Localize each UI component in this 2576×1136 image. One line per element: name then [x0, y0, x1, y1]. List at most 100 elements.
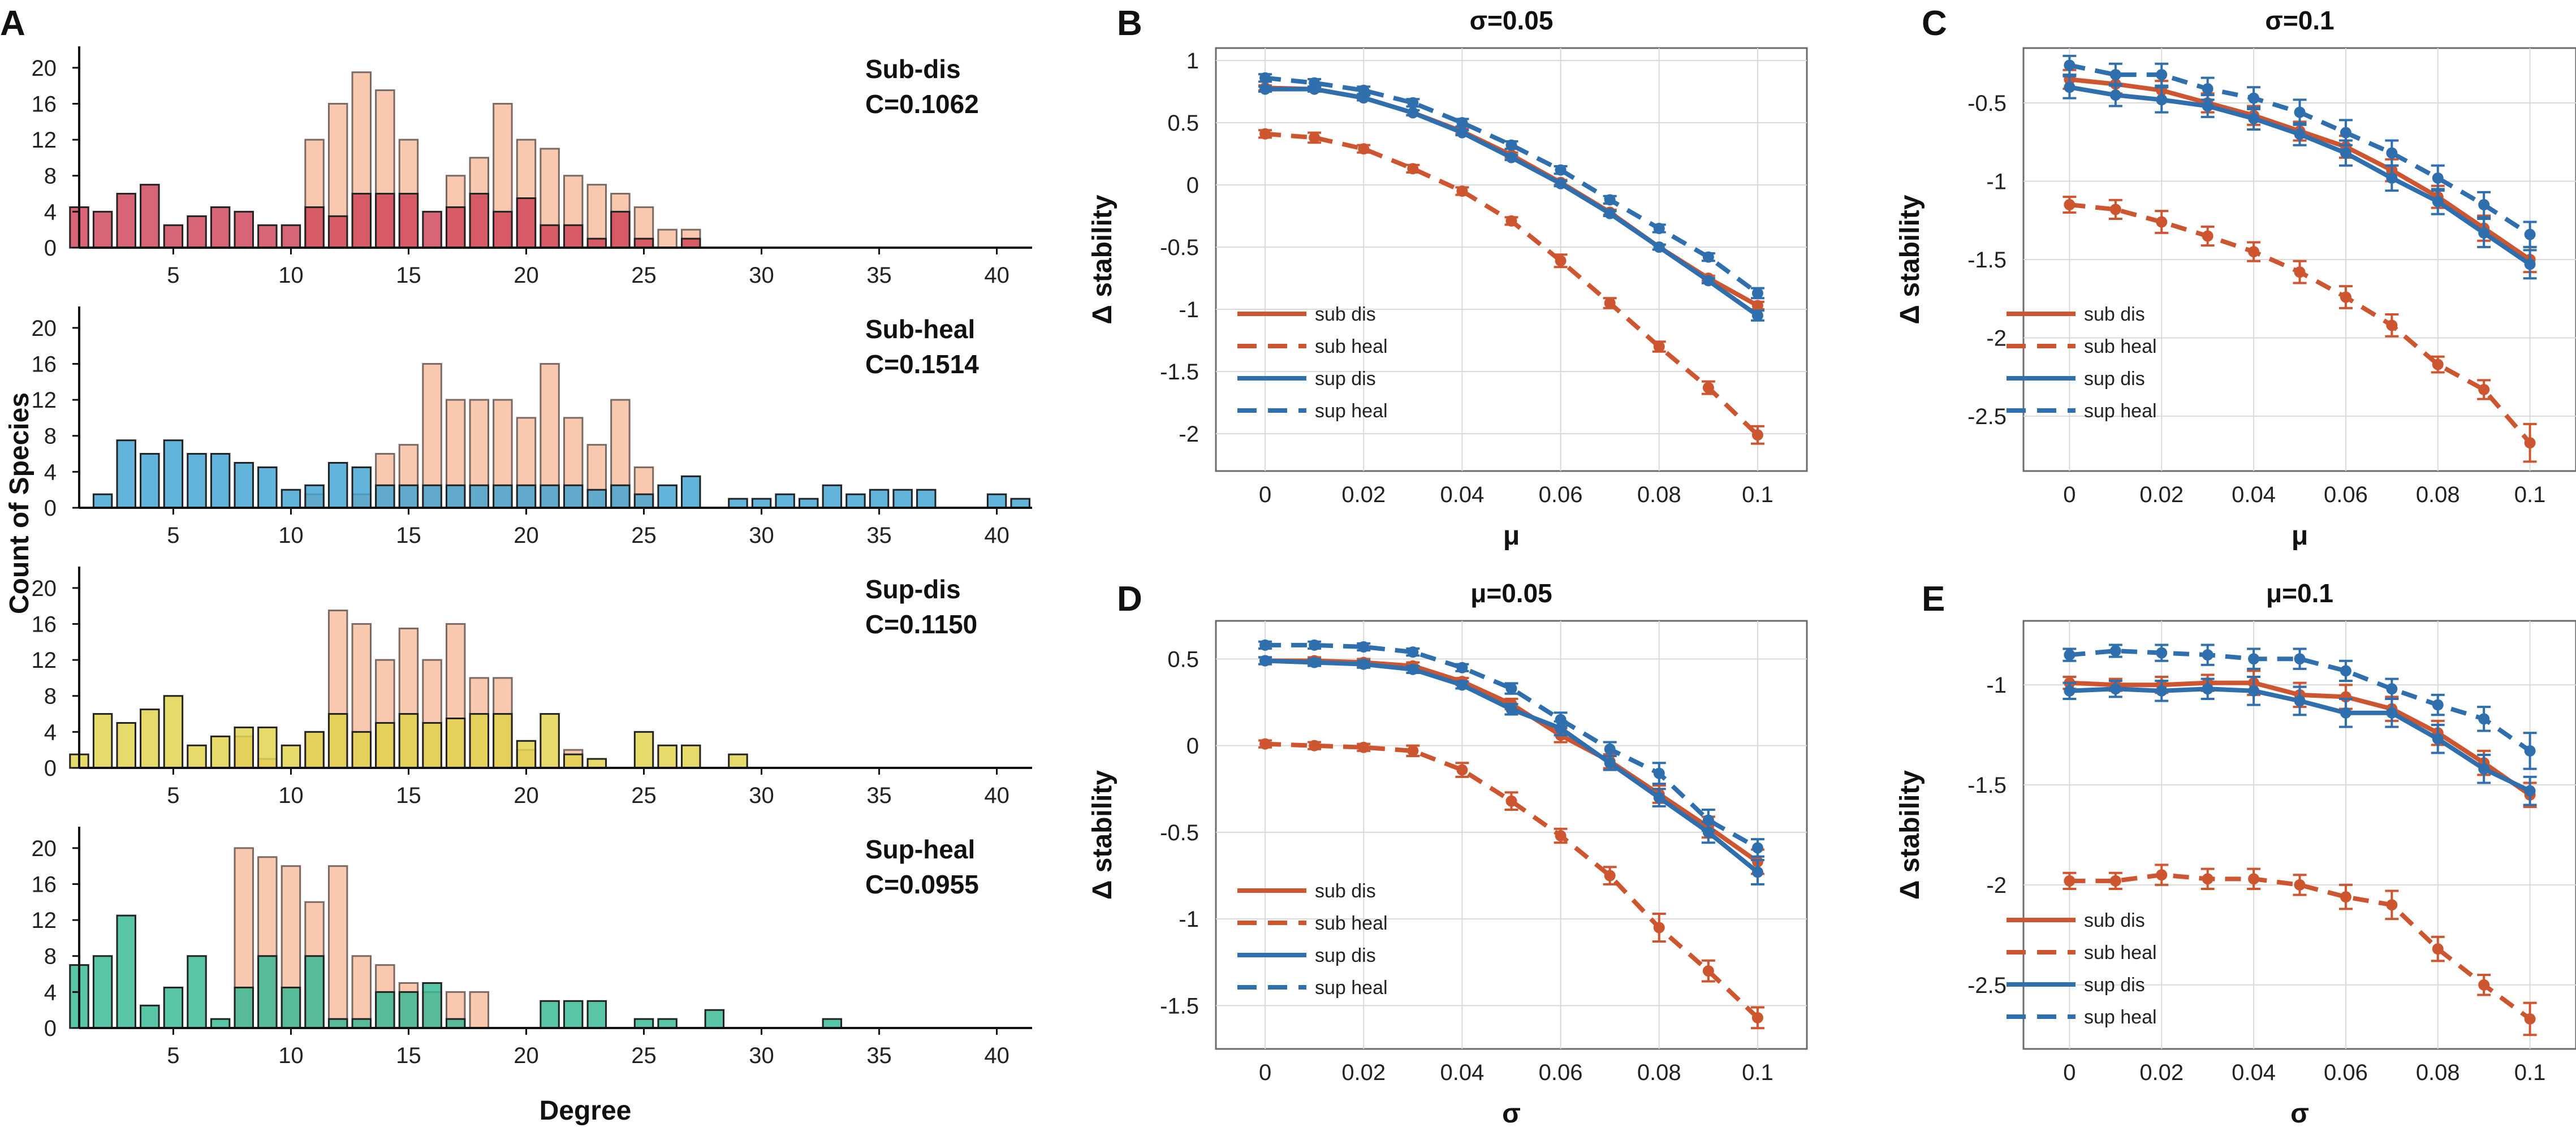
legend-label: sup dis — [1315, 368, 1376, 390]
x-axis-label: σ — [1502, 1099, 1521, 1129]
legend-label: sup dis — [2084, 368, 2145, 390]
x-axis-label: σ — [2290, 1099, 2309, 1129]
data-point — [1555, 164, 1567, 176]
data-bar — [986, 493, 1007, 509]
data-point — [1309, 132, 1321, 144]
overlay-bar — [469, 991, 490, 1029]
data-point — [1751, 842, 1763, 854]
data-bar — [586, 758, 607, 769]
data-point — [2109, 875, 2121, 887]
data-bar — [187, 453, 207, 509]
x-tick-label: 40 — [984, 1043, 1009, 1068]
data-point — [2156, 647, 2168, 659]
histogram-x-axis-label: Degree — [540, 1096, 632, 1126]
data-bar — [563, 1000, 584, 1029]
data-bar — [751, 498, 772, 509]
data-bar — [869, 489, 890, 509]
x-tick-label: 10 — [278, 783, 304, 808]
x-tick-label: 15 — [396, 783, 421, 808]
histogram-title: Sub-heal — [865, 314, 975, 344]
y-tick-label: 1 — [1186, 49, 1199, 74]
series-line-sup-heal — [2069, 649, 2531, 753]
data-point — [2294, 128, 2306, 140]
data-point — [1358, 641, 1370, 653]
x-tick-label: 0 — [2063, 1060, 2076, 1085]
y-tick-label: 0 — [44, 496, 57, 521]
data-point — [1653, 341, 1665, 352]
data-point — [2524, 228, 2536, 240]
data-point — [1604, 743, 1616, 755]
data-point — [1653, 792, 1665, 804]
data-bar — [445, 718, 466, 769]
data-point — [1456, 185, 1468, 197]
data-bar — [775, 493, 795, 509]
data-bar — [493, 713, 513, 769]
data-point — [1653, 241, 1665, 253]
data-bar — [210, 1018, 231, 1029]
data-bar — [540, 224, 560, 249]
y-tick-label: -1 — [1986, 169, 2007, 194]
data-point — [1702, 382, 1714, 394]
line-chart-panel-e: 0 0.02 0.04 0.06 0.08 0.1 -1 -1.5 -2 -2.5 sub dis s… — [1895, 578, 2576, 1129]
legend-label: sub dis — [1315, 304, 1376, 325]
data-point — [1751, 287, 1763, 299]
y-tick-label: -1.5 — [1160, 994, 1199, 1018]
data-bar — [633, 493, 654, 509]
data-point — [1604, 297, 1616, 309]
x-tick-label: 40 — [984, 523, 1009, 548]
data-bar — [92, 713, 113, 769]
data-bar — [92, 955, 113, 1029]
data-bar — [704, 1009, 725, 1029]
data-bar — [163, 224, 184, 249]
data-bar — [140, 1004, 160, 1029]
x-tick-label: 15 — [396, 523, 421, 548]
overlay-bar — [327, 865, 348, 1029]
x-axis-label: μ — [2292, 521, 2308, 551]
data-bar — [540, 1000, 560, 1029]
line-chart-panel-b: 0 0.02 0.04 0.06 0.08 0.1 1 0.5 0 -0.5 -1 -1.5 -2 sub… — [1088, 6, 1808, 551]
data-point — [2478, 713, 2490, 725]
data-point — [2432, 172, 2444, 184]
data-bar — [234, 210, 254, 249]
data-point — [2202, 683, 2213, 695]
x-tick-label: 5 — [167, 263, 179, 288]
data-point — [1309, 77, 1321, 89]
data-bar — [633, 1018, 654, 1029]
data-point — [1309, 639, 1321, 651]
data-bar — [540, 713, 560, 769]
data-bar — [116, 722, 136, 769]
data-bar — [210, 206, 231, 249]
y-tick-label: -1.5 — [1967, 248, 2007, 273]
data-bar — [586, 237, 607, 249]
x-tick-label: 0.08 — [2416, 482, 2460, 507]
data-point — [1505, 152, 1517, 163]
data-bar — [187, 215, 207, 249]
histogram-title: Sub-dis — [865, 54, 961, 84]
data-point — [2156, 94, 2168, 106]
data-point — [2294, 653, 2306, 665]
histogram-c-value: C=0.0955 — [865, 870, 979, 899]
data-bar — [351, 731, 372, 769]
data-point — [1505, 795, 1517, 807]
y-tick-label: -2 — [1986, 326, 2007, 351]
x-tick-label: 10 — [278, 523, 304, 548]
y-tick-label: 0 — [1186, 734, 1199, 759]
x-tick-label: 0.06 — [2324, 482, 2368, 507]
data-bar — [563, 753, 584, 769]
y-tick-label: 8 — [44, 424, 57, 449]
data-point — [1555, 255, 1567, 267]
data-point — [2202, 230, 2213, 242]
data-bar — [1010, 498, 1030, 509]
x-tick-label: 0.02 — [2139, 482, 2184, 507]
data-bar — [327, 713, 348, 769]
data-bar — [493, 210, 513, 249]
y-tick-label: -2 — [1986, 873, 2007, 898]
y-tick-label: 16 — [32, 352, 57, 377]
data-point — [2340, 127, 2351, 139]
data-bar — [304, 731, 325, 769]
data-point — [1407, 107, 1419, 119]
x-axis-label: μ — [1503, 521, 1520, 551]
data-point — [2432, 733, 2444, 745]
data-point — [2064, 875, 2076, 887]
data-point — [2340, 891, 2351, 903]
